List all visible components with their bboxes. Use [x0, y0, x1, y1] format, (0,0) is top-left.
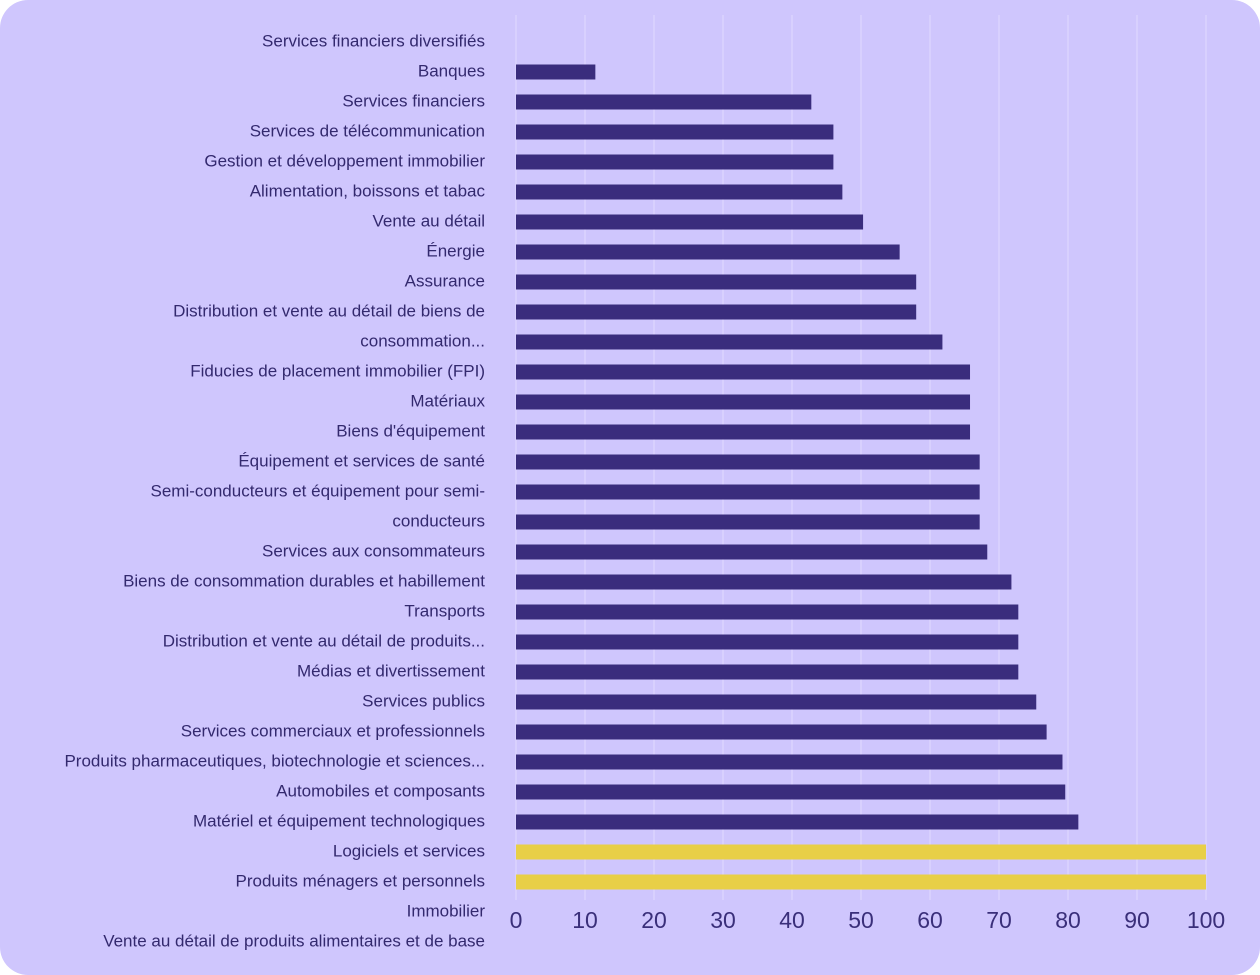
bar-4	[516, 154, 834, 170]
bar-26	[516, 814, 1079, 830]
category-label: Services financiers diversifiés	[262, 31, 485, 50]
category-label: Transports	[404, 601, 485, 620]
bar-19	[516, 604, 1019, 620]
bar-12	[516, 394, 971, 410]
bar-11	[516, 364, 971, 380]
category-label: Équipement et services de santé	[238, 451, 485, 470]
bar-14	[516, 454, 980, 470]
x-tick-label-60: 60	[917, 907, 943, 933]
category-label: Produits ménagers et personnels	[236, 871, 485, 890]
x-tick-label-30: 30	[710, 907, 736, 933]
bar-2	[516, 94, 812, 110]
category-label: Gestion et développement immobilier	[204, 151, 485, 170]
bar-18	[516, 574, 1012, 590]
category-label: Services publics	[362, 691, 485, 710]
bar-20	[516, 634, 1019, 650]
x-tick-label-100: 100	[1187, 907, 1225, 933]
x-tick-label-40: 40	[779, 907, 805, 933]
category-label: Semi-conducteurs et équipement pour semi…	[151, 481, 486, 500]
bar-10	[516, 334, 943, 350]
category-label: Services commerciaux et professionnels	[181, 721, 485, 740]
x-tick-label-90: 90	[1124, 907, 1150, 933]
bar-3	[516, 124, 834, 140]
category-label: Biens de consommation durables et habill…	[123, 571, 485, 590]
category-label: Alimentation, boissons et tabac	[250, 181, 486, 200]
x-tick-label-20: 20	[641, 907, 667, 933]
bar-9	[516, 304, 917, 320]
bar-6	[516, 214, 864, 230]
category-label: conducteurs	[392, 511, 485, 530]
bar-28	[516, 874, 1206, 890]
category-label: Matériel et équipement technologiques	[193, 811, 485, 830]
bar-1	[516, 64, 596, 80]
category-label: Matériaux	[410, 391, 485, 410]
category-label: Immobilier	[407, 901, 486, 920]
bar-8	[516, 274, 917, 290]
x-tick-label-80: 80	[1055, 907, 1081, 933]
category-label: Distribution et vente au détail de produ…	[163, 631, 485, 650]
category-label: Banques	[418, 61, 485, 80]
category-label: Vente au détail	[373, 211, 485, 230]
category-label: Fiducies de placement immobilier (FPI)	[190, 361, 485, 380]
category-label: Médias et divertissement	[297, 661, 485, 680]
x-tick-label-70: 70	[986, 907, 1012, 933]
bar-15	[516, 484, 980, 500]
bar-27	[516, 844, 1206, 860]
category-label: Services aux consommateurs	[262, 541, 485, 560]
x-axis-ticks: 0 10 20 30 40 50 60 70 80 90 100	[510, 907, 1226, 933]
bar-13	[516, 424, 971, 440]
category-label: Services financiers	[342, 91, 485, 110]
bar-17	[516, 544, 988, 560]
bar-22	[516, 694, 1037, 710]
bars	[516, 64, 1206, 890]
category-label: Produits pharmaceutiques, biotechnologie…	[64, 751, 485, 770]
category-label: Assurance	[405, 271, 485, 290]
category-label: Automobiles et composants	[276, 781, 485, 800]
category-label: Biens d'équipement	[336, 421, 485, 440]
bar-7	[516, 244, 900, 260]
category-label: Services de télécommunication	[250, 121, 485, 140]
category-labels: Services financiers diversifiés Banques Se…	[64, 31, 485, 950]
bar-21	[516, 664, 1019, 680]
bar-16	[516, 514, 980, 530]
x-tick-label-0: 0	[510, 907, 523, 933]
category-label: consommation...	[360, 331, 485, 350]
x-tick-label-50: 50	[848, 907, 874, 933]
category-label: Énergie	[426, 241, 485, 260]
category-label: Distribution et vente au détail de biens…	[173, 301, 485, 320]
x-tick-label-10: 10	[572, 907, 598, 933]
bar-25	[516, 784, 1066, 800]
category-label: Vente au détail de produits alimentaires…	[103, 931, 485, 950]
bar-24	[516, 754, 1063, 770]
bar-23	[516, 724, 1047, 740]
bar-5	[516, 184, 843, 200]
category-label: Logiciels et services	[333, 841, 485, 860]
